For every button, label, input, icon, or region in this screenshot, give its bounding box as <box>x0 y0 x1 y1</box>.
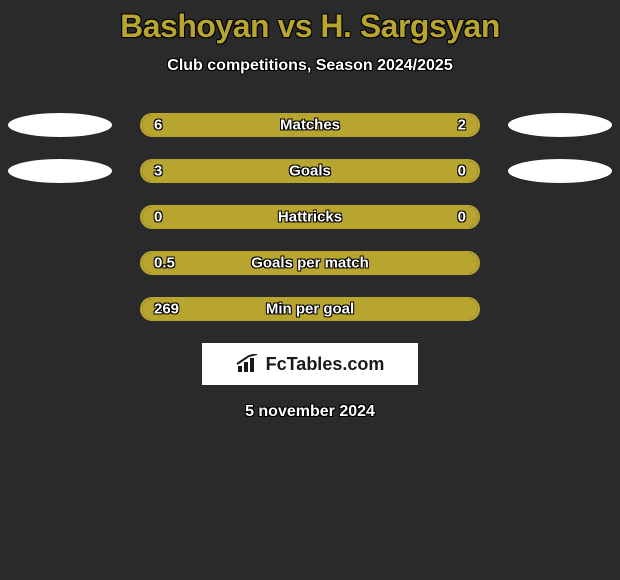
subtitle: Club competitions, Season 2024/2025 <box>0 57 620 75</box>
player-right-marker <box>508 159 612 183</box>
comparison-container: Bashoyan vs H. Sargsyan Club competition… <box>0 0 620 421</box>
stat-label: Matches <box>280 117 340 134</box>
right-value: 2 <box>458 117 466 134</box>
stat-bar: 0 0 Hattricks <box>140 205 480 229</box>
chart-icon <box>236 354 262 374</box>
stat-row: 269 Min per goal <box>0 297 620 321</box>
right-value: 0 <box>458 209 466 226</box>
player-right-marker <box>508 113 612 137</box>
stat-label: Goals per match <box>251 255 369 272</box>
stat-row: 0.5 Goals per match <box>0 251 620 275</box>
bar-segment-left <box>142 161 404 181</box>
player-left-marker <box>8 159 112 183</box>
left-value: 6 <box>154 117 162 134</box>
logo-text: FcTables.com <box>266 354 385 375</box>
stat-label: Goals <box>289 163 331 180</box>
date-text: 5 november 2024 <box>0 403 620 421</box>
left-value: 0 <box>154 209 162 226</box>
stat-bar: 0.5 Goals per match <box>140 251 480 275</box>
stat-row: 0 0 Hattricks <box>0 205 620 229</box>
bar-segment-left <box>142 115 387 135</box>
bar-segment-right <box>404 161 478 181</box>
stat-label: Min per goal <box>266 301 354 318</box>
stat-row: 6 2 Matches <box>0 113 620 137</box>
stat-bar: 269 Min per goal <box>140 297 480 321</box>
player-left-marker <box>8 113 112 137</box>
stat-bar: 6 2 Matches <box>140 113 480 137</box>
left-value: 3 <box>154 163 162 180</box>
stat-row: 3 0 Goals <box>0 159 620 183</box>
stat-label: Hattricks <box>278 209 342 226</box>
left-value: 269 <box>154 301 179 318</box>
page-title: Bashoyan vs H. Sargsyan <box>0 8 620 45</box>
stats-block: 6 2 Matches 3 0 Goals 0 0 Hattricks 0.5 Goals per … <box>0 113 620 321</box>
right-value: 0 <box>458 163 466 180</box>
left-value: 0.5 <box>154 255 175 272</box>
logo-box: FcTables.com <box>202 343 418 385</box>
stat-bar: 3 0 Goals <box>140 159 480 183</box>
